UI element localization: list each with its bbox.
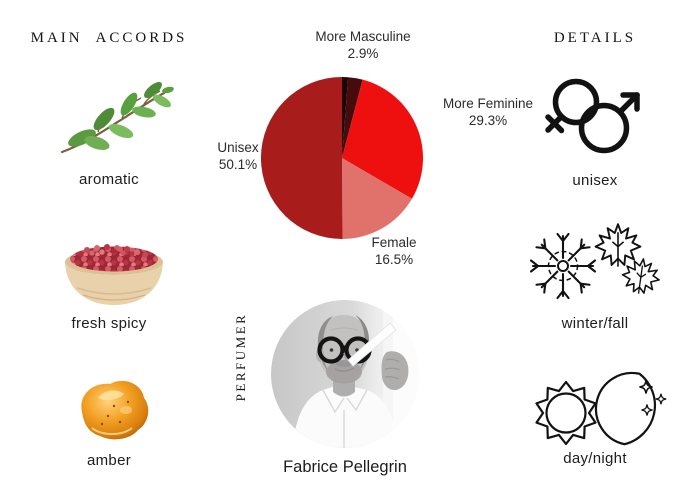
pie-label-female: Female 16.5% [371,235,417,267]
details-header: DETAILS [553,30,637,46]
main-accords-header: MAIN ACCORDS [30,30,188,46]
accord-label-fresh-spicy: fresh spicy [71,315,147,332]
pie-slice-unisex [260,76,343,239]
pie-slice-more-masculine [342,77,363,158]
snowflake-maple-leaves-icon [530,220,664,306]
gender-pie-chart [242,58,442,258]
pie-label-unisex: Unisex 50.1% [217,140,259,172]
moon-icon [594,371,657,446]
gender-symbols-icon [540,70,650,162]
pie-label-more-masculine: More Masculine 2.9% [315,29,411,61]
perfumer-section-label: PERFUMER [233,312,248,402]
pie-slice-more-feminine [342,79,423,199]
sun-moon-icon [533,365,670,453]
perfumer-photo [271,300,419,448]
detail-label-unisex: unisex [572,172,618,189]
gender-pie-svg [260,76,423,239]
sun-icon [535,380,597,446]
accord-label-amber: amber [86,452,132,469]
aromatic-herb-icon [52,78,176,172]
perfumer-name: Fabrice Pellegrin [283,458,407,476]
peppercorn-bowl-icon [57,226,171,314]
pie-slice-female [342,158,412,239]
pie-label-more-feminine: More Feminine 29.3% [442,96,534,128]
detail-label-day-night: day/night [563,450,627,467]
accord-label-aromatic: aromatic [79,171,139,188]
detail-label-winter-fall: winter/fall [561,315,629,332]
snowflake-icon [530,232,597,300]
maple-leaves-icon [594,223,660,294]
pie-slice-unlabeled [342,76,349,158]
amber-resin-icon [68,372,158,444]
sparkle-stars-icon [639,380,667,416]
